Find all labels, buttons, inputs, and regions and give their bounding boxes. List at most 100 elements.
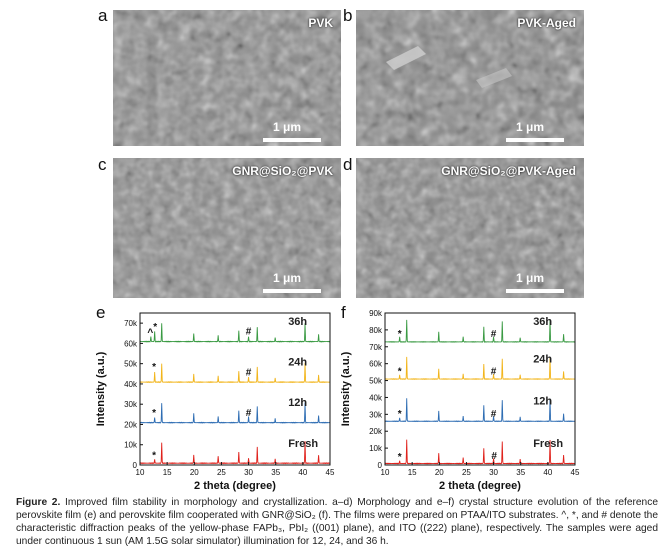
peak-marker: * [152, 408, 156, 419]
x-tick-label: 20 [435, 468, 444, 477]
panel-letter-e: e [96, 303, 106, 322]
peak-marker: * [152, 362, 156, 373]
scale-text-d: 1 μm [516, 271, 545, 285]
y-tick-label: 40k [124, 380, 138, 389]
panel-label-a: PVK [308, 16, 333, 30]
panel-label-d: GNR@SiO₂@PVK-Aged [441, 164, 576, 178]
peak-marker: # [246, 408, 252, 419]
x-tick-label: 20 [190, 468, 199, 477]
peak-marker: # [246, 327, 252, 338]
y-tick-label: 20k [369, 427, 383, 436]
peak-marker: * [398, 452, 402, 463]
x-tick-label: 35 [516, 468, 525, 477]
y-tick-label: 40k [369, 393, 383, 402]
scale-text-c: 1 μm [273, 271, 302, 285]
y-axis-label: Intensity (a.u.) [95, 351, 107, 426]
y-tick-label: 0 [133, 461, 138, 470]
y-tick-label: 80k [369, 326, 383, 335]
panel-label-c: GNR@SiO₂@PVK [232, 164, 333, 178]
scale-bar-c [263, 289, 321, 293]
x-tick-label: 30 [489, 468, 498, 477]
series-label-36h: 36h [288, 316, 307, 328]
peak-marker: # [246, 367, 252, 378]
spectrum-line-24h [139, 362, 331, 384]
scale-text-b: 1 μm [516, 120, 545, 134]
peak-marker: * [398, 329, 402, 340]
xrd-chart-f: Fresh 12h 24h 36h * # * # * # * #10 15 20 25 30 35 40 45 0 1… [340, 309, 580, 492]
peak-marker: # [491, 367, 497, 378]
spectrum-line-12h [139, 402, 331, 424]
peak-marker: * [398, 409, 402, 420]
x-tick-label: 45 [326, 468, 335, 477]
figure-caption: Figure 2. Improved film stability in mor… [16, 497, 658, 549]
peak-marker: # [491, 409, 497, 420]
panel-letter-a: a [98, 6, 108, 25]
y-tick-label: 0 [378, 461, 383, 470]
x-tick-label: 10 [136, 468, 145, 477]
spectrum-line-12h [384, 398, 576, 423]
y-tick-label: 20k [124, 420, 138, 429]
y-tick-label: 30k [124, 400, 138, 409]
series-label-36h: 36h [533, 316, 552, 328]
peak-marker: ^ [147, 328, 153, 339]
sem-image-gnr-pvk-aged: GNR@SiO₂@PVK-Aged 1 μm [356, 158, 584, 298]
plot-frame [384, 312, 576, 466]
sem-texture [356, 158, 584, 298]
y-tick-label: 10k [369, 444, 383, 453]
sem-texture [356, 10, 584, 146]
x-tick-label: 40 [298, 468, 307, 477]
series-label-12h: 12h [533, 396, 552, 408]
caption-label: Figure 2. [16, 497, 61, 508]
series-label-fresh: Fresh [533, 438, 563, 450]
plot-frame [139, 312, 331, 466]
sem-texture [113, 10, 341, 146]
series-label-12h: 12h [288, 397, 307, 409]
panel-letter-d: d [343, 155, 353, 174]
x-tick-label: 15 [408, 468, 417, 477]
x-tick-label: 40 [543, 468, 552, 477]
panel-letter-f: f [341, 303, 346, 322]
peak-marker: * [153, 322, 157, 333]
y-axis-label: Intensity (a.u.) [340, 351, 352, 426]
series-label-24h: 24h [288, 357, 307, 369]
scale-bar-a [263, 138, 321, 142]
y-tick-label: 30k [369, 410, 383, 419]
x-tick-label: 15 [163, 468, 172, 477]
peak-marker: * [152, 451, 156, 462]
y-tick-label: 70k [369, 343, 383, 352]
y-tick-label: 60k [124, 339, 138, 348]
x-tick-label: 25 [462, 468, 471, 477]
panel-label-b: PVK-Aged [517, 16, 576, 30]
sem-image-pvk-aged: PVK-Aged 1 μm [356, 10, 584, 146]
spectrum-line-24h [384, 356, 576, 380]
scale-bar-d [506, 289, 564, 293]
x-axis-label: 2 theta (degree) [194, 480, 276, 492]
peak-marker: * [398, 367, 402, 378]
panel-letter-b: b [343, 6, 353, 25]
y-tick-label: 10k [124, 441, 138, 450]
y-tick-label: 60k [369, 360, 383, 369]
spectrum-line-36h [384, 319, 576, 343]
x-tick-label: 35 [271, 468, 280, 477]
series-label-24h: 24h [533, 353, 552, 365]
spectrum-line-fresh [384, 439, 576, 465]
sem-texture [113, 158, 341, 298]
x-tick-label: 30 [244, 468, 253, 477]
x-tick-label: 10 [381, 468, 390, 477]
y-tick-label: 70k [124, 319, 138, 328]
caption-text: Improved film stability in morphology an… [16, 497, 658, 547]
y-tick-label: 50k [369, 377, 383, 386]
series-label-fresh: Fresh [288, 438, 318, 450]
y-tick-label: 90k [369, 309, 383, 318]
scale-text-a: 1 μm [273, 120, 302, 134]
peak-marker: # [491, 451, 497, 462]
spectrum-line-36h [139, 323, 331, 343]
peak-marker: # [491, 329, 497, 340]
sem-image-gnr-pvk: GNR@SiO₂@PVK 1 μm [113, 158, 341, 298]
x-tick-label: 25 [217, 468, 226, 477]
y-tick-label: 50k [124, 360, 138, 369]
spectrum-line-fresh [139, 441, 331, 465]
sem-image-pvk: PVK 1 μm [113, 10, 341, 146]
x-tick-label: 45 [571, 468, 580, 477]
